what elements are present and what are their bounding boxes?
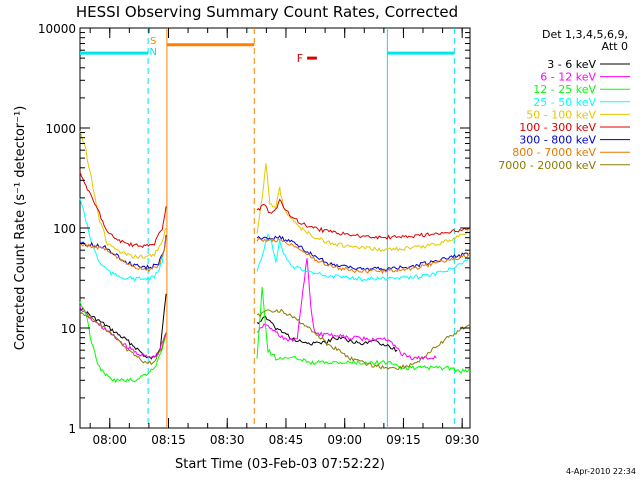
y-tick-label-1: 10 [61, 322, 76, 336]
series-line-2-0 [79, 301, 167, 383]
flag-letter-1: N [149, 47, 156, 58]
x-tick-label-4: 09:00 [327, 433, 362, 447]
series-line-6-1 [256, 234, 471, 272]
axes: 08:00 08:15 08:30 08:45 09:00 09:15 09:30 1 10 10… [38, 22, 480, 447]
legend-label-1: 6 - 12 keV [540, 71, 596, 84]
y-tick-label-3: 1000 [45, 122, 76, 136]
series-line-8-1 [256, 308, 471, 371]
x-tick-label-0: 08:00 [92, 433, 127, 447]
legend-label-2: 12 - 25 keV [533, 83, 596, 96]
legend-label-5: 100 - 300 keV [519, 121, 596, 134]
y-tick-label-2: 100 [53, 222, 76, 236]
series-line-3-0 [79, 198, 167, 282]
legend-label-3: 25 - 50 keV [533, 96, 596, 109]
series-line-5-1 [256, 198, 471, 240]
legend-label-7: 800 - 7000 keV [512, 146, 596, 159]
legend-label-6: 300 - 800 keV [519, 134, 596, 147]
legend-label-8: 7000 - 20000 keV [498, 159, 596, 172]
y-tick-label-4: 10000 [38, 22, 76, 36]
series-line-0-0 [79, 293, 167, 360]
flag-bar-label-3: F [297, 52, 303, 65]
series-line-8-0 [79, 312, 167, 366]
series-line-4-1 [256, 163, 471, 253]
x-tick-label-3: 08:45 [269, 433, 304, 447]
series-line-4-0 [79, 131, 167, 260]
chart-title: HESSI Observing Summary Count Rates, Cor… [76, 3, 458, 21]
series-line-1-1 [256, 258, 437, 361]
x-axis-label: Start Time (03-Feb-03 07:52:22) [175, 457, 385, 472]
series-line-2-1 [256, 287, 471, 374]
plot-area: F SN [79, 28, 471, 428]
timestamp: 4-Apr-2010 22:34 [566, 467, 636, 476]
series-line-7-1 [256, 237, 471, 275]
series-line-7-0 [79, 237, 167, 273]
series-line-3-1 [256, 233, 471, 282]
y-tick-label-0: 1 [68, 422, 76, 436]
x-tick-label-2: 08:30 [210, 433, 245, 447]
legend-label-0: 3 - 6 keV [547, 58, 596, 71]
series-line-1-0 [79, 305, 167, 359]
x-tick-label-5: 09:15 [386, 433, 421, 447]
y-axis-label: Corrected Count Rate (s⁻¹ detector⁻¹) [13, 106, 28, 351]
legend-label-4: 50 - 100 keV [526, 108, 596, 121]
series-line-5-0 [79, 171, 167, 249]
x-tick-label-6: 09:30 [445, 433, 480, 447]
flag-letter-0: S [150, 36, 156, 47]
legend-header-1: Att 0 [602, 40, 628, 53]
x-tick-label-1: 08:15 [151, 433, 186, 447]
legend-header-0: Det 1,3,4,5,6,9, [542, 28, 628, 41]
